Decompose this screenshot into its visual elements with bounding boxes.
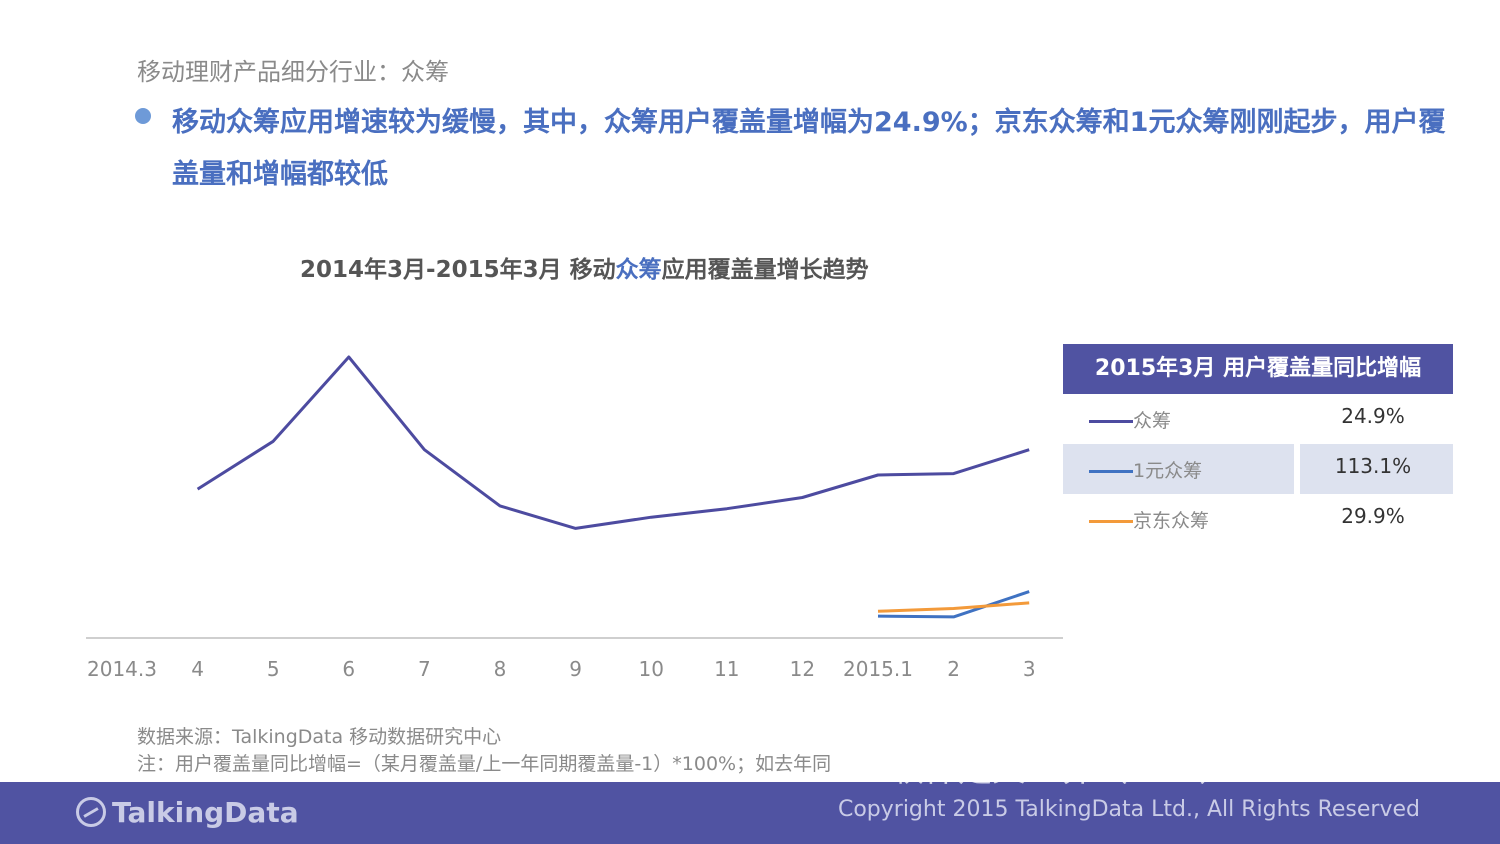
logo-text: TalkingData	[112, 795, 299, 829]
chart-title-suffix: 应用覆盖量增长趋势	[661, 257, 869, 283]
legend-name: 京东众筹	[1133, 510, 1210, 532]
data-source: 数据来源：TalkingData 移动数据研究中心	[137, 726, 502, 748]
logo-icon	[76, 797, 106, 827]
chart-title-highlight: 众筹	[615, 257, 662, 283]
legend-value: 29.9%	[1341, 504, 1405, 528]
x-tick-label: 10	[638, 657, 663, 681]
series-layer	[196, 355, 1030, 619]
x-tick-label: 5	[267, 657, 280, 681]
series-line-京东众筹	[877, 601, 1030, 613]
notes: 数据来源：TalkingData 移动数据研究中心 注：用户覆盖量同比增幅=（某…	[137, 724, 831, 778]
legend-name: 1元众筹	[1133, 460, 1203, 482]
series-line-1元众筹	[877, 590, 1030, 619]
bullet-icon	[135, 108, 151, 124]
legend-table: 2015年3月 用户覆盖量同比增幅 众筹 24.9% 1元众筹 113.1% 京…	[1063, 344, 1453, 544]
x-tick-label: 3	[1023, 657, 1036, 681]
footnote: 注：用户覆盖量同比增幅=（某月覆盖量/上一年同期覆盖量-1）*100%；如去年同	[137, 753, 832, 775]
legend-row: 众筹 24.9%	[1063, 394, 1453, 444]
legend-divider	[1294, 396, 1300, 546]
x-tick-label: 9	[569, 657, 582, 681]
headline: 移动众筹应用增速较为缓慢，其中，众筹用户覆盖量增幅为24.9%；京东众筹和1元众…	[172, 107, 1446, 190]
legend-swatch	[1089, 520, 1133, 523]
legend-swatch	[1089, 420, 1133, 423]
x-tick-label: 4	[191, 657, 204, 681]
x-tick-label: 2014.3	[87, 657, 157, 681]
legend-swatch	[1089, 470, 1133, 473]
tick-layer: 2014.3 4 5 6 7 8 9 10 11 12 2015.1 2 3	[87, 657, 1036, 681]
legend-value: 24.9%	[1341, 404, 1405, 428]
x-tick-label: 12	[790, 657, 815, 681]
x-tick-label: 8	[494, 657, 507, 681]
chart-title-prefix: 2014年3月-2015年3月 移动	[300, 257, 616, 283]
series-line-众筹	[196, 355, 1030, 530]
legend-name: 众筹	[1133, 410, 1172, 432]
chart-title: 2014年3月-2015年3月 移动众筹应用覆盖量增长趋势	[300, 250, 869, 284]
footer-bar	[0, 782, 1500, 844]
x-tick-label: 2015.1	[843, 657, 913, 681]
legend-value: 113.1%	[1334, 454, 1412, 478]
legend-row: 京东众筹 29.9%	[1063, 494, 1453, 544]
x-tick-label: 6	[342, 657, 355, 681]
copyright: Copyright 2015 TalkingData Ltd., All Rig…	[837, 797, 1420, 822]
x-tick-label: 7	[418, 657, 431, 681]
talkingdata-logo: TalkingData	[76, 792, 299, 832]
watermark: 软件定义世界（SDX）	[890, 750, 1234, 790]
legend-title: 2015年3月 用户覆盖量同比增幅	[1063, 344, 1453, 394]
x-tick-label: 11	[714, 657, 739, 681]
legend-row: 1元众筹 113.1%	[1063, 444, 1453, 494]
section-subtitle: 移动理财产品细分行业：众筹	[137, 58, 449, 86]
x-tick-label: 2	[947, 657, 960, 681]
